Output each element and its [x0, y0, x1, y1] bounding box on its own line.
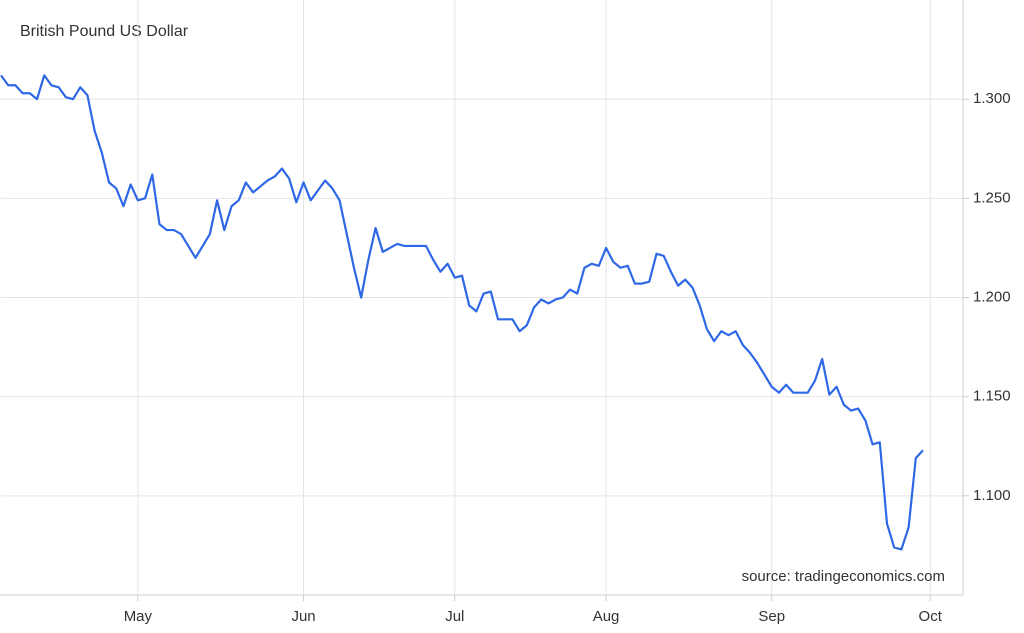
- x-tick-label: Jun: [291, 608, 315, 625]
- y-tick-label: 1.100: [973, 487, 1011, 504]
- x-tick-label: Oct: [919, 608, 943, 625]
- y-tick-label: 1.250: [973, 189, 1011, 206]
- x-tick-label: Jul: [445, 608, 464, 625]
- y-tick-label: 1.200: [973, 288, 1011, 305]
- y-tick-label: 1.150: [973, 388, 1011, 405]
- y-tick-label: 1.300: [973, 90, 1011, 107]
- x-tick-label: Aug: [593, 608, 620, 625]
- x-tick-label: Sep: [758, 608, 785, 625]
- x-tick-label: May: [124, 608, 153, 625]
- chart-title: British Pound US Dollar: [20, 23, 189, 40]
- price-line: [0, 74, 924, 551]
- source-note: source: tradingeconomics.com: [742, 568, 945, 585]
